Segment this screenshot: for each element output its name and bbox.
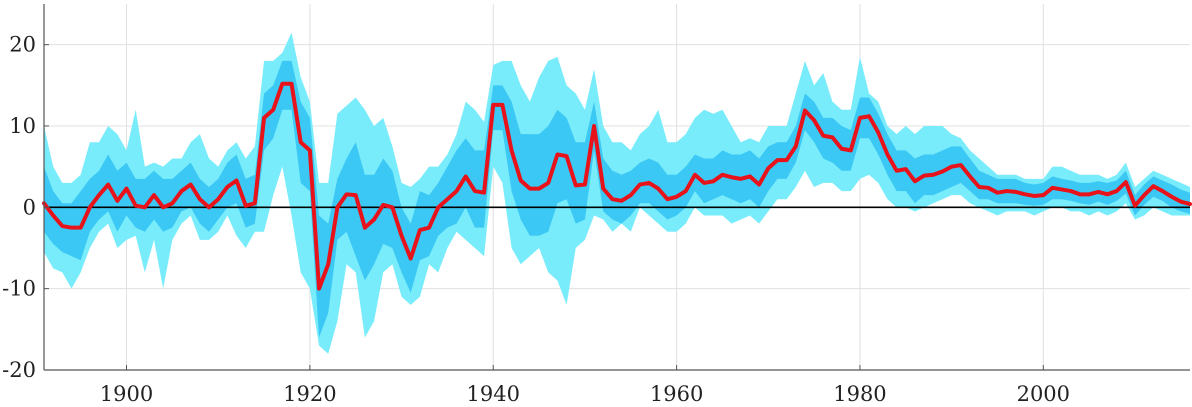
y-tick-label: 10 [9, 114, 36, 138]
y-axis-ticks: -20 -10 0 10 20 [2, 33, 49, 382]
x-tick-label: 1900 [100, 382, 153, 406]
x-tick-label: 1980 [833, 382, 886, 406]
x-tick-label: 1920 [283, 382, 336, 406]
x-tick-label: 1940 [467, 382, 520, 406]
x-tick-label: 1960 [650, 382, 703, 406]
x-tick-label: 2000 [1017, 382, 1070, 406]
axes [43, 4, 1190, 371]
y-tick-label: -20 [2, 358, 36, 382]
central-series-line [42, 81, 1192, 291]
y-tick-label: 20 [9, 33, 36, 57]
y-tick-label: 0 [23, 195, 36, 219]
y-tick-label: -10 [2, 277, 36, 301]
x-axis-ticks: 1900 1920 1940 1960 1980 2000 [100, 365, 1070, 406]
